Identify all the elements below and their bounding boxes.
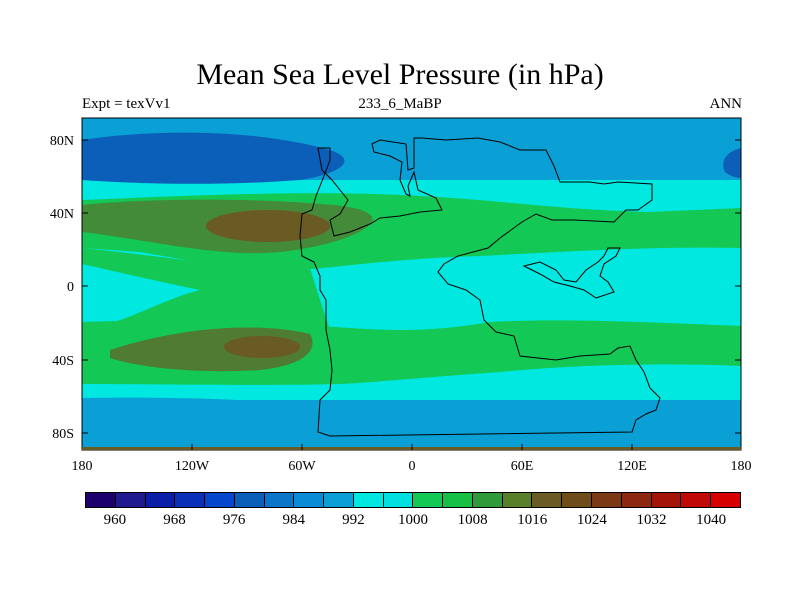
colorbar-label: 992 <box>342 512 365 528</box>
colorbar-label: 1032 <box>636 512 667 528</box>
colorbar-swatch <box>532 493 563 507</box>
lat-label: 40N <box>50 207 74 222</box>
colorbar-label: 968 <box>163 512 186 528</box>
lon-label: 120W <box>175 459 210 474</box>
colorbar-swatch <box>234 493 265 507</box>
colorbar-swatch <box>353 493 384 507</box>
colorbar-swatch <box>115 493 146 507</box>
colorbar-label: 1008 <box>457 512 488 528</box>
colorbar-swatch <box>621 493 652 507</box>
lon-label: 180 <box>72 459 93 474</box>
colorbar-swatch <box>711 493 740 507</box>
colorbar-swatch <box>294 493 325 507</box>
season-label: ANN <box>709 96 743 112</box>
colorbar-label: 1016 <box>517 512 548 528</box>
lon-label: 60W <box>288 459 316 474</box>
lat-label: 0 <box>67 280 74 295</box>
colorbar-swatch <box>145 493 176 507</box>
continent-coastline <box>299 137 661 437</box>
colorbar-swatch <box>205 493 235 507</box>
colorbar-swatch <box>502 493 533 507</box>
aleutian-low <box>82 132 345 184</box>
map-title: Mean Sea Level Pressure (in hPa) <box>196 58 604 91</box>
colorbar-label: 984 <box>282 512 305 528</box>
colorbar-label: 976 <box>222 512 246 528</box>
colorbar-swatch <box>383 493 414 507</box>
colorbar-label: 1000 <box>398 512 428 528</box>
colorbar-swatch <box>86 493 116 507</box>
colorbar <box>85 492 741 508</box>
lon-label: 60E <box>511 459 534 474</box>
colorbar-label: 1040 <box>696 512 727 528</box>
lon-label: 180 <box>731 459 752 474</box>
lon-label: 120E <box>617 459 647 474</box>
southern-low-band <box>82 397 340 430</box>
lon-label: 0 <box>409 459 416 474</box>
south-pacific-high <box>224 336 300 358</box>
lat-label: 80N <box>50 134 74 149</box>
colorbar-swatch <box>413 493 444 507</box>
island-coastline <box>522 247 621 299</box>
colorbar-swatch <box>681 493 712 507</box>
colorbar-label: 1024 <box>576 512 607 528</box>
colorbar-label: 960 <box>103 512 127 528</box>
colorbar-swatch <box>175 493 206 507</box>
lat-label: 40S <box>52 354 74 369</box>
period-label: 233_6_MaBP <box>358 96 442 112</box>
colorbar-swatch <box>324 493 354 507</box>
lat-label: 80S <box>52 427 74 442</box>
colorbar-swatch <box>264 493 295 507</box>
colorbar-swatch <box>592 493 622 507</box>
colorbar-swatch <box>443 493 473 507</box>
experiment-label: Expt = texVv1 <box>82 96 171 112</box>
eastern-deep-low <box>723 148 741 178</box>
colorbar-swatch <box>651 493 682 507</box>
north-atlantic-high <box>206 210 330 242</box>
colorbar-swatch <box>472 493 503 507</box>
colorbar-swatch <box>562 493 593 507</box>
